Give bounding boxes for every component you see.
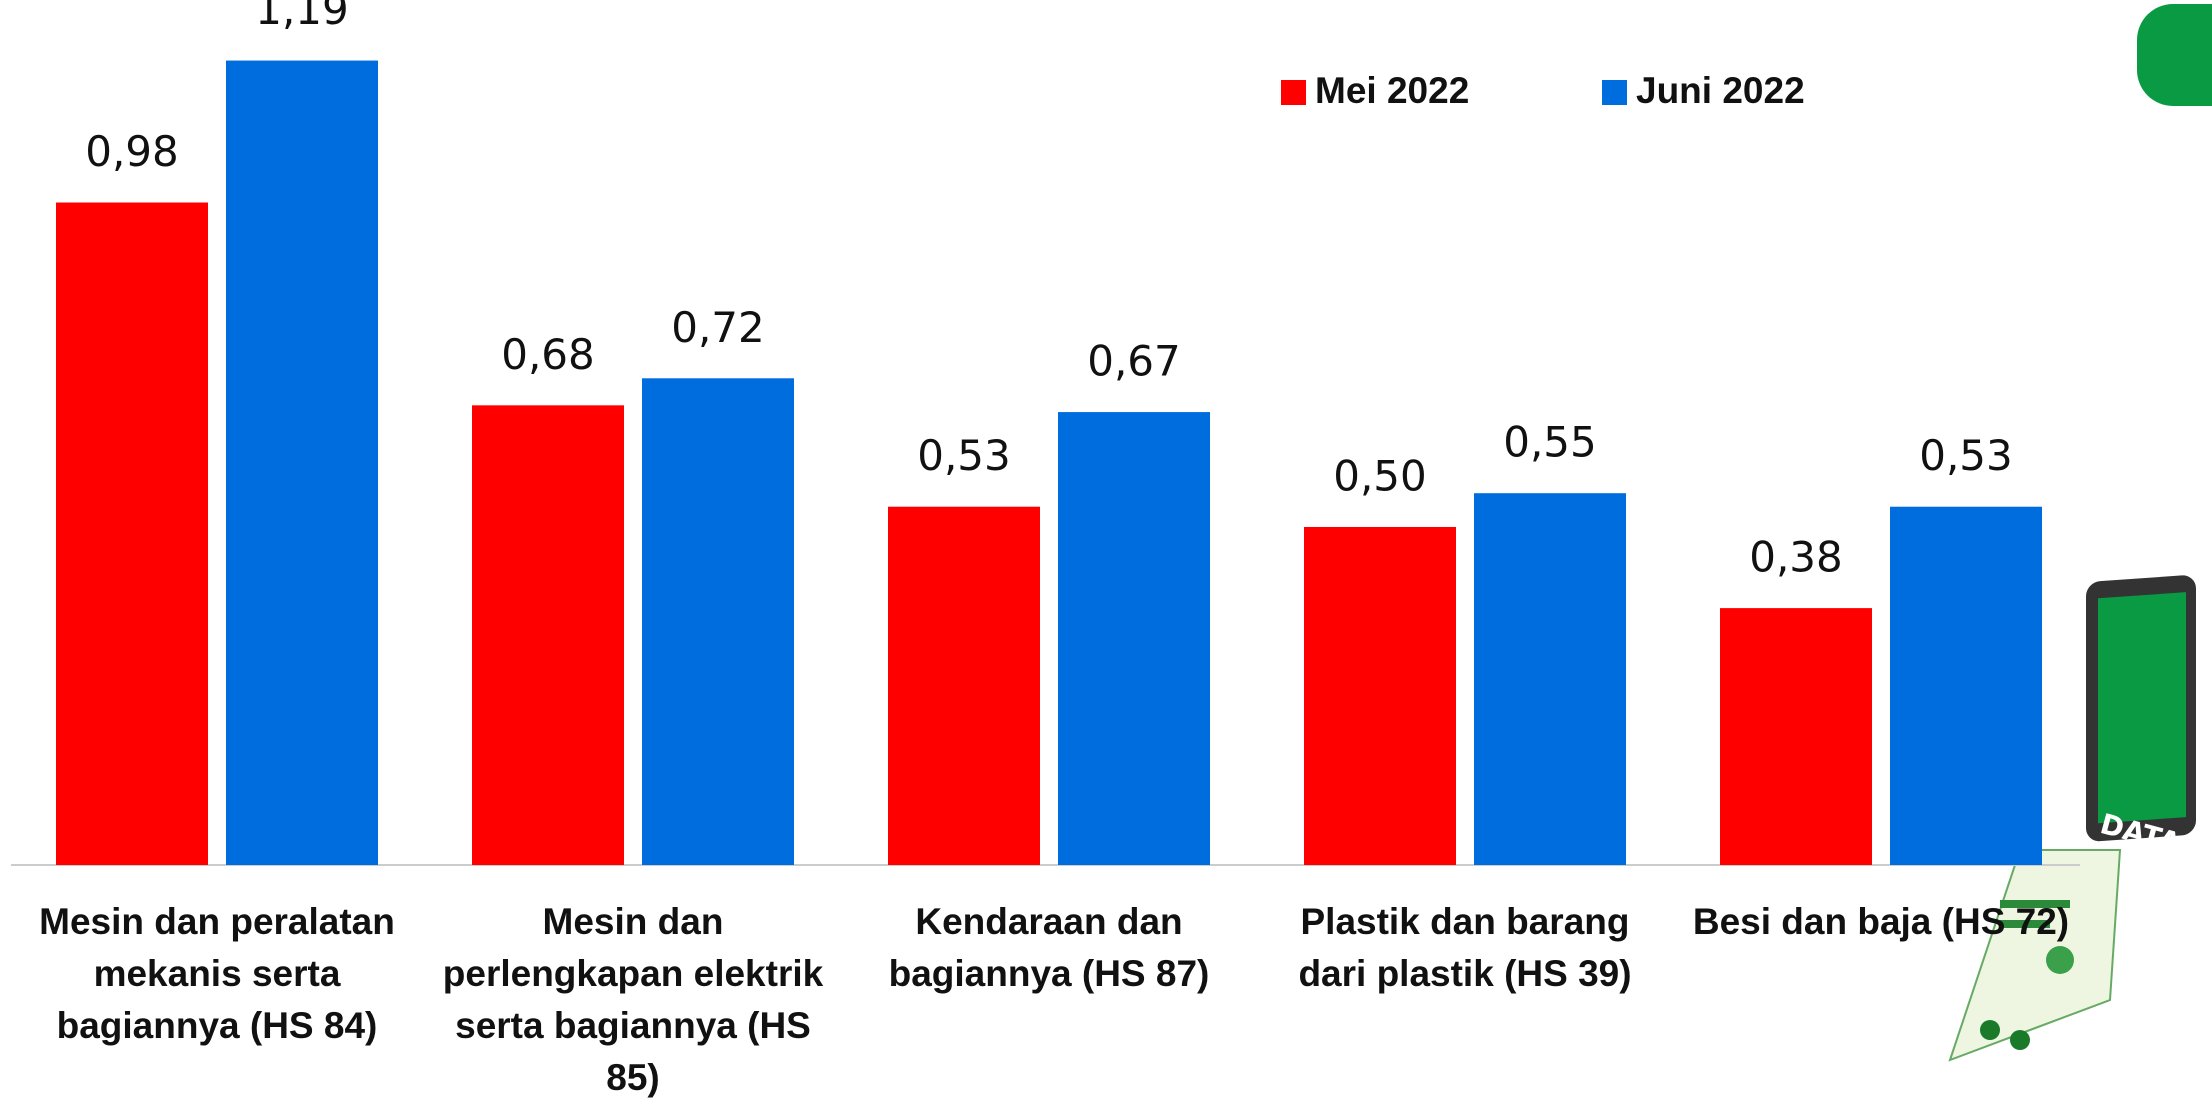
bar	[1720, 608, 1872, 865]
x-tick-label: Kendaraan dan bagiannya (HS 87)	[888, 901, 1210, 994]
bar	[1474, 493, 1626, 865]
data-label: 0,38	[1749, 533, 1843, 582]
bar	[642, 378, 794, 865]
data-label: 0,55	[1503, 418, 1597, 467]
x-tick-label: Besi dan baja (HS 72)	[1692, 901, 2070, 942]
data-label: 0,67	[1087, 337, 1181, 386]
data-label: 0,72	[671, 303, 765, 352]
data-label: 0,68	[501, 330, 595, 379]
bar	[472, 405, 624, 865]
phone-illustration: DATA	[1948, 575, 2196, 1062]
x-tick-label: Mesin dan peralatan mekanis serta bagian…	[39, 901, 395, 1046]
bar	[1058, 412, 1210, 865]
legend-label: Mei 2022	[1315, 70, 1469, 111]
bar	[226, 60, 378, 866]
x-tick-label: Mesin dan perlengkapan elektrik serta ba…	[442, 901, 824, 1098]
data-label: 0,53	[917, 431, 1011, 480]
bar	[1890, 506, 2042, 865]
data-label: 1,19	[255, 0, 349, 34]
bar	[56, 202, 208, 865]
legend-swatch	[1602, 80, 1627, 105]
corner-badge	[2137, 4, 2212, 106]
data-label: 0,50	[1333, 452, 1427, 501]
data-label: 0,98	[85, 127, 179, 176]
legend-label: Juni 2022	[1636, 70, 1805, 111]
bar	[1304, 527, 1456, 865]
x-tick-label: Plastik dan barang dari plastik (HS 39)	[1298, 901, 1632, 994]
bar	[888, 506, 1040, 865]
data-label: 0,53	[1919, 431, 2013, 480]
legend-swatch	[1281, 80, 1306, 105]
